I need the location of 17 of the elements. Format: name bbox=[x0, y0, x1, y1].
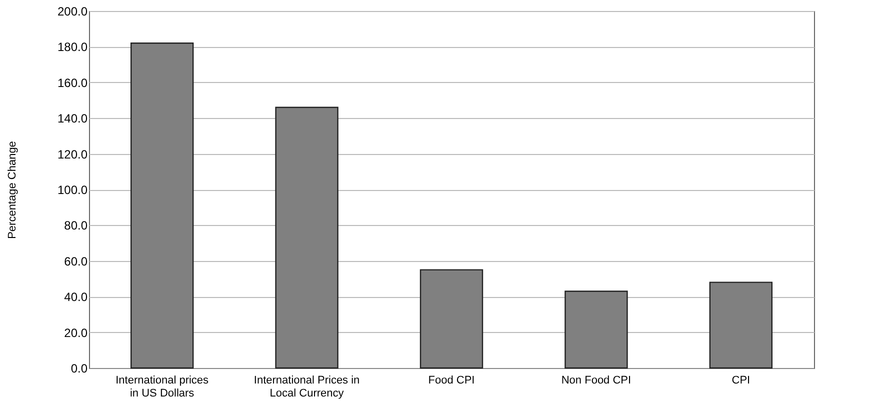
y-tick-label: 20.0 bbox=[64, 326, 88, 340]
y-tick-label: 140.0 bbox=[57, 112, 88, 126]
x-tick-label: Non Food CPI bbox=[561, 374, 632, 386]
y-tick-label: 40.0 bbox=[64, 290, 88, 304]
y-tick-label: 100.0 bbox=[57, 183, 88, 197]
y-tick-label: 0.0 bbox=[70, 362, 88, 376]
y-tick-label: 120.0 bbox=[57, 147, 88, 162]
x-tick-label: International Prices in Local Currency bbox=[254, 374, 360, 400]
x-tick-label: CPI bbox=[732, 374, 750, 386]
y-tick-label: 160.0 bbox=[57, 76, 88, 90]
y-axis-title: Percentage Change bbox=[6, 141, 18, 239]
y-tick-label: 60.0 bbox=[64, 254, 88, 268]
x-tick-label: International prices in US Dollars bbox=[116, 374, 210, 400]
y-tick-label: 200.0 bbox=[57, 4, 88, 18]
y-tick-label: 80.0 bbox=[64, 218, 88, 233]
x-tick-label: Food CPI bbox=[428, 374, 475, 386]
y-tick-label: 180.0 bbox=[57, 40, 88, 54]
